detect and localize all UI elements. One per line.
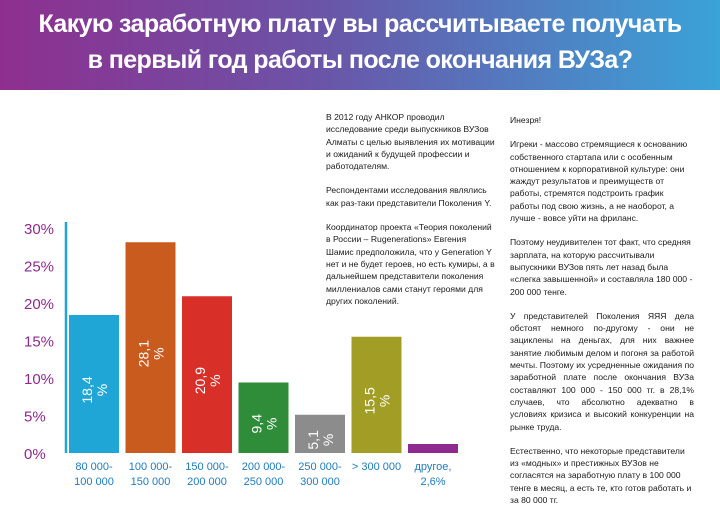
- x-category-label: другое,: [415, 461, 452, 473]
- bar: [125, 242, 176, 453]
- bar: [408, 444, 458, 453]
- bar-data-label: 20,9%: [192, 367, 223, 394]
- x-category-label: 150 000-: [185, 461, 229, 473]
- x-category-label: 200 000: [187, 476, 227, 488]
- analysis-paragraph-4: У представителей Поколения ЯЯЯ дела обст…: [510, 310, 695, 432]
- bar-data-label: 5,1%: [305, 430, 336, 450]
- study-description-column: В 2012 году АНКОР проводил исследование …: [326, 111, 496, 319]
- bar: [295, 414, 345, 453]
- x-category-label: 100 000: [74, 476, 114, 488]
- analysis-paragraph-5: Естественно, что некоторые представители…: [510, 445, 692, 506]
- bar-data-label: 18,4%: [79, 376, 110, 403]
- bar-percent-sign: %: [320, 434, 336, 446]
- bar-percent-sign: %: [94, 384, 110, 396]
- y-tick-label: 5%: [24, 409, 46, 426]
- bar: [69, 315, 119, 453]
- x-category-label: > 300 000: [352, 461, 401, 473]
- bar: [238, 382, 289, 453]
- y-tick-label: 30%: [24, 221, 54, 238]
- bar-data-label: 9,4%: [249, 414, 280, 434]
- x-category-label: 200 000-: [242, 461, 286, 473]
- bar-value-text: 18,4: [79, 376, 95, 403]
- bar-value-text: 5,1: [305, 430, 321, 450]
- y-tick-label: 20%: [24, 296, 54, 313]
- bar-percent-sign: %: [264, 418, 280, 430]
- x-category-label: 100 000-: [129, 461, 173, 473]
- salary-expectation-bar-chart: 0% 5% 10% 15% 20% 25% 30% 18,4 % 80 000- 100 000 28…: [24, 221, 458, 488]
- bar-percent-sign: %: [207, 374, 223, 386]
- bar-value-text: 15,5: [362, 387, 378, 414]
- analysis-column: Инезря! Игреки - массово стремящиеся к о…: [510, 114, 694, 518]
- bar-value-text: 9,4: [249, 414, 265, 434]
- analysis-paragraph-3: Поэтому неудивителен тот факт, что средн…: [510, 237, 693, 297]
- x-category-label: 2,6%: [420, 476, 445, 488]
- bar-data-label: 28,1%: [136, 340, 167, 367]
- x-category-label: 250 000: [244, 476, 284, 488]
- bar-value-text: 20,9: [192, 367, 208, 394]
- bar-value-text: 28,1: [136, 340, 152, 367]
- bar-data-label: 15,5%: [362, 387, 393, 414]
- x-category-label: 250 000-: [298, 461, 342, 473]
- x-category-label: 150 000: [131, 476, 171, 488]
- bar: [182, 296, 232, 453]
- bar-percent-sign: %: [151, 347, 167, 359]
- analysis-paragraph-1: Инезря!: [510, 115, 542, 125]
- title-line-1: Какую заработную плату вы рассчитываете …: [38, 10, 682, 38]
- study-paragraph-1: В 2012 году АНКОР проводил исследование …: [326, 112, 495, 172]
- y-tick-label: 15%: [24, 334, 54, 351]
- title-line-2: в первый год работы после окончания ВУЗа…: [87, 46, 633, 74]
- bar: [351, 336, 402, 453]
- study-paragraph-3: Координатор проекта «Теория поколений в …: [326, 222, 495, 306]
- y-tick-label: 10%: [24, 371, 54, 388]
- title-banner: Какую заработную плату вы рассчитываете …: [0, 0, 720, 90]
- y-tick-label: 0%: [24, 446, 46, 463]
- y-tick-label: 25%: [24, 259, 54, 276]
- x-category-label: 300 000: [300, 476, 340, 488]
- x-category-label: 80 000-: [75, 461, 113, 473]
- study-paragraph-2: Респондентами исследования являлись как …: [326, 185, 492, 208]
- analysis-paragraph-2: Игреки - массово стремящиеся к основанию…: [510, 139, 688, 224]
- bar-percent-sign: %: [377, 395, 393, 407]
